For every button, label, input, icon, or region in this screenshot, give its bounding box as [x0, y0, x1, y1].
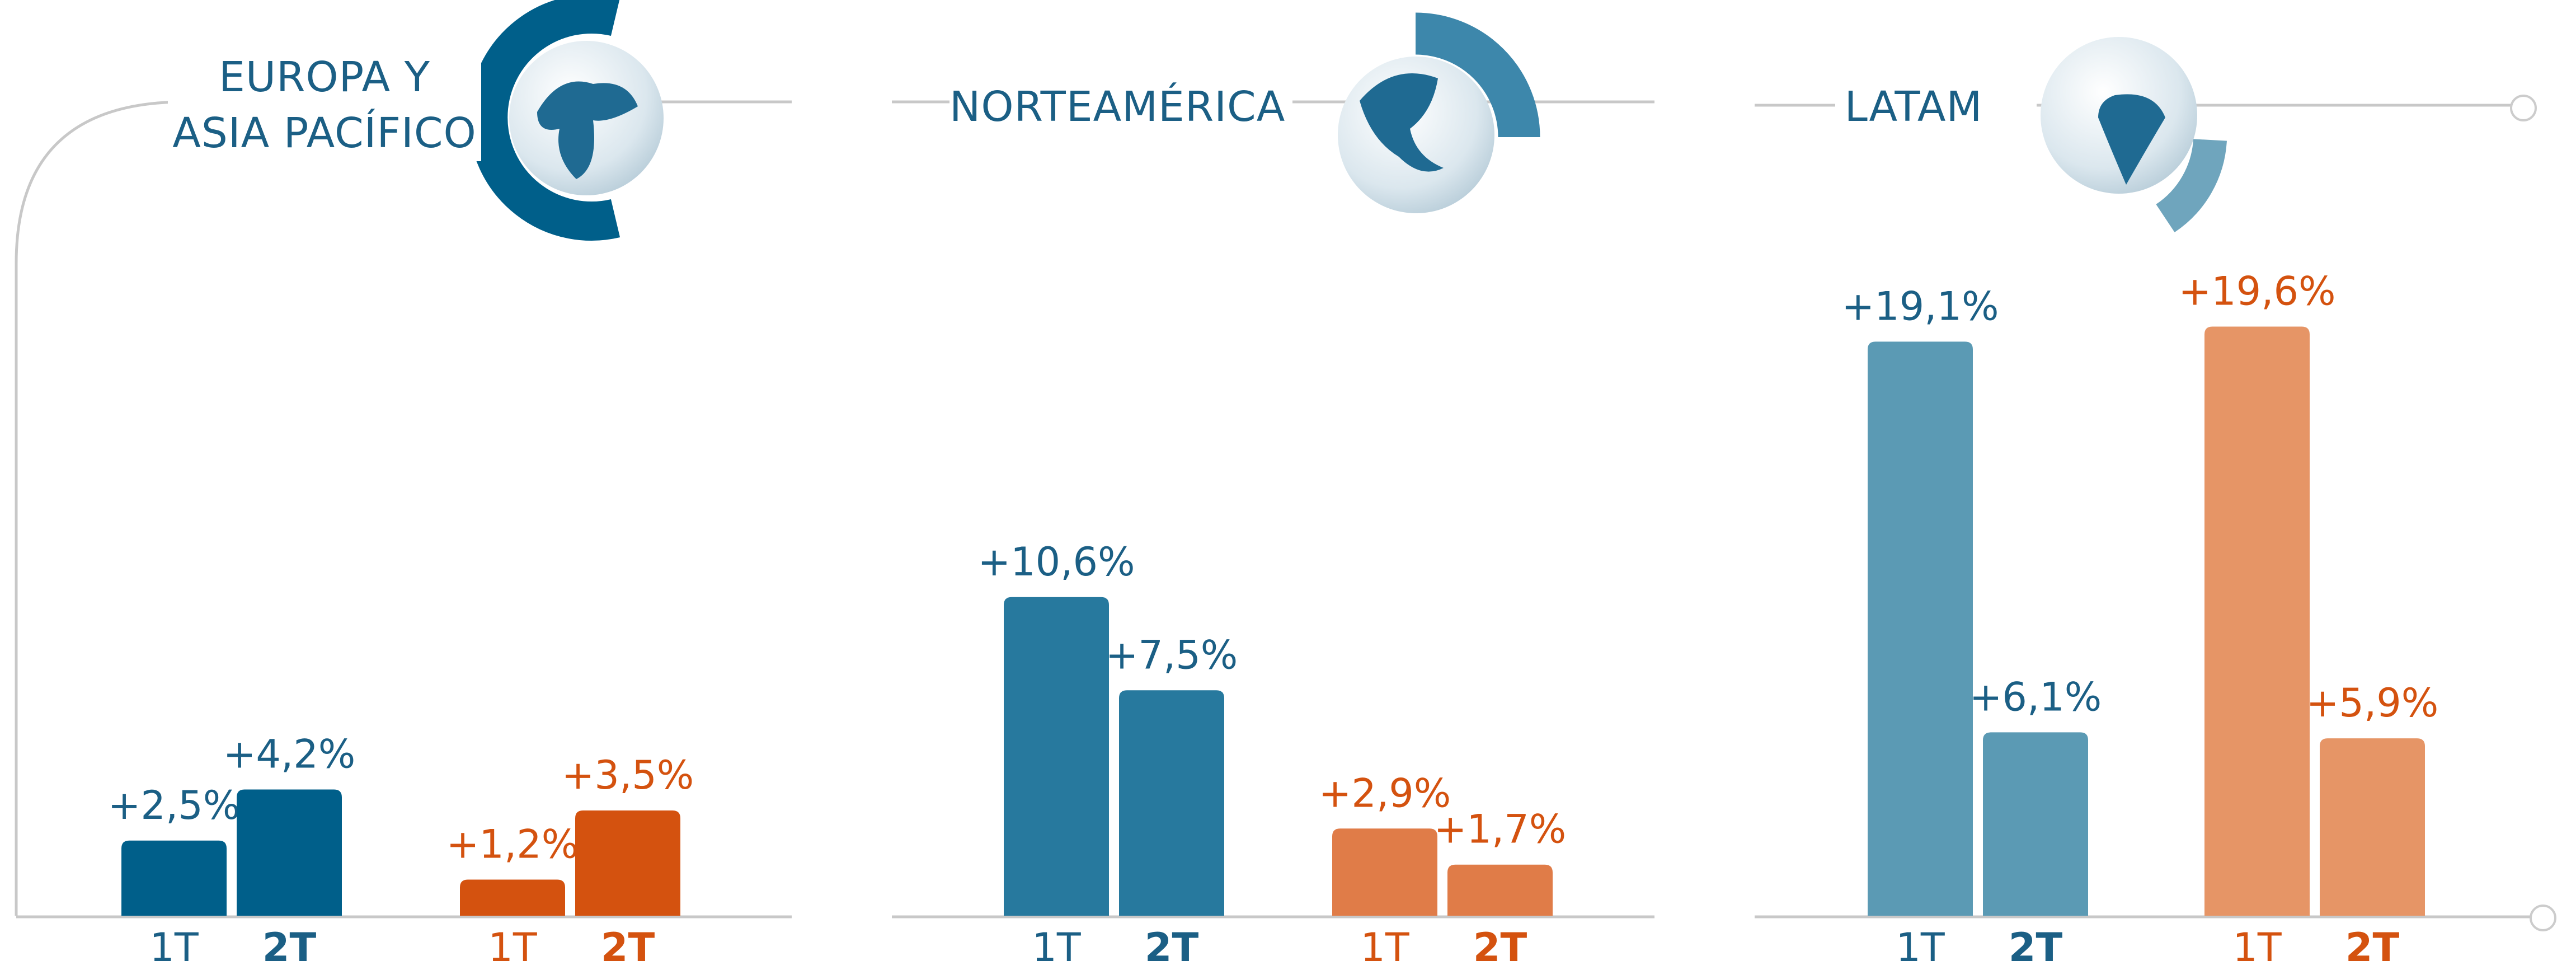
value-label: +5,9% — [2306, 680, 2439, 726]
bar — [1983, 732, 2088, 916]
x-tick-label: 2T — [1473, 925, 1527, 970]
chart-title: EUROPA Y ASIA PACÍFICO — [168, 49, 481, 161]
x-tick-label: 1T — [1896, 925, 1945, 970]
frame-dot — [2510, 95, 2537, 121]
bar — [121, 840, 227, 916]
globe-ring — [2155, 138, 2227, 232]
value-label: +6,1% — [1969, 674, 2102, 720]
globe-land — [1360, 73, 1444, 172]
globe-ring — [1415, 12, 1540, 138]
value-label: +7,5% — [1106, 632, 1238, 678]
x-tick-label: 2T — [2345, 925, 2400, 970]
globe-land — [2098, 94, 2165, 185]
bar — [1119, 690, 1224, 916]
x-tick-label: 1T — [2232, 925, 2282, 970]
value-label: +1,2% — [446, 822, 579, 868]
value-label: +2,9% — [1319, 770, 1451, 816]
value-label: +19,1% — [1841, 283, 1999, 329]
x-tick-label: 1T — [1360, 925, 1409, 970]
x-tick-label: 1T — [488, 925, 537, 970]
bar — [1004, 597, 1109, 916]
frame-dot — [2530, 905, 2556, 931]
bar — [1868, 341, 1973, 916]
chart-title: NORTEAMÉRICA — [949, 79, 1285, 135]
frame-line — [15, 100, 792, 916]
value-label: +19,6% — [2178, 269, 2335, 315]
x-tick-label: 2T — [601, 925, 655, 970]
value-label: +2,5% — [108, 782, 241, 828]
globe-land — [537, 81, 638, 179]
x-tick-label: 2T — [2009, 925, 2063, 970]
bar — [1332, 828, 1437, 916]
bar — [460, 879, 565, 916]
bar — [575, 810, 680, 916]
bar — [2204, 326, 2310, 916]
value-label: +3,5% — [562, 752, 694, 798]
value-label: +10,6% — [977, 539, 1135, 585]
bar — [2320, 738, 2425, 916]
bar — [1447, 864, 1553, 916]
x-tick-label: 1T — [1032, 925, 1081, 970]
bar — [237, 789, 342, 916]
chart-title: LATAM — [1841, 79, 1986, 135]
x-tick-label: 2T — [262, 925, 317, 970]
globe-ring — [468, 0, 621, 241]
x-tick-label: 1T — [149, 925, 199, 970]
value-label: +4,2% — [223, 731, 356, 777]
x-tick-label: 2T — [1145, 925, 1199, 970]
value-label: +1,7% — [1434, 807, 1567, 852]
